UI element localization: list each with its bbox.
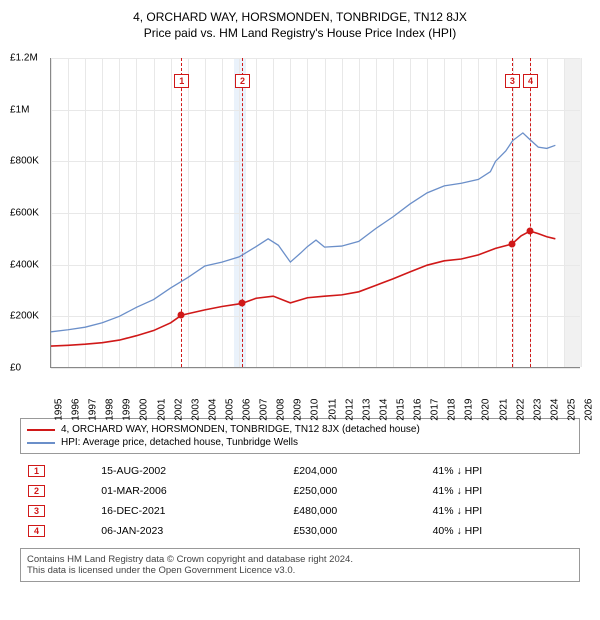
event-price: £204,000 bbox=[287, 462, 424, 480]
x-axis-label: 2020 bbox=[481, 399, 492, 421]
event-price: £480,000 bbox=[287, 502, 424, 520]
x-axis-label: 2012 bbox=[344, 399, 355, 421]
event-date: 16-DEC-2021 bbox=[95, 502, 285, 520]
x-axis-label: 1997 bbox=[88, 399, 99, 421]
y-axis-label: £600K bbox=[10, 208, 39, 219]
x-axis-label: 1996 bbox=[71, 399, 82, 421]
series-hpi bbox=[51, 133, 555, 332]
x-axis-label: 2013 bbox=[361, 399, 372, 421]
legend-label: 4, ORCHARD WAY, HORSMONDEN, TONBRIDGE, T… bbox=[61, 424, 420, 435]
events-table: 115-AUG-2002£204,00041% ↓ HPI201-MAR-200… bbox=[20, 460, 580, 542]
gridline-v bbox=[581, 58, 582, 367]
x-axis-label: 2000 bbox=[139, 399, 150, 421]
footer-line-1: Contains HM Land Registry data © Crown c… bbox=[27, 554, 573, 565]
event-date: 15-AUG-2002 bbox=[95, 462, 285, 480]
event-date: 01-MAR-2006 bbox=[95, 482, 285, 500]
x-axis-label: 2004 bbox=[207, 399, 218, 421]
x-axis-label: 2003 bbox=[190, 399, 201, 421]
y-axis-label: £400K bbox=[10, 259, 39, 270]
x-axis-label: 2022 bbox=[515, 399, 526, 421]
x-axis-label: 2007 bbox=[259, 399, 270, 421]
event-price: £250,000 bbox=[287, 482, 424, 500]
legend-swatch bbox=[27, 442, 55, 444]
footer-attribution: Contains HM Land Registry data © Crown c… bbox=[20, 548, 580, 582]
legend-swatch bbox=[27, 429, 55, 431]
event-delta: 41% ↓ HPI bbox=[427, 502, 578, 520]
x-axis-label: 2002 bbox=[173, 399, 184, 421]
event-price: £530,000 bbox=[287, 522, 424, 540]
y-axis-label: £0 bbox=[10, 363, 21, 374]
x-axis-label: 1999 bbox=[122, 399, 133, 421]
y-axis-label: £1.2M bbox=[10, 53, 38, 64]
x-axis-label: 2024 bbox=[549, 399, 560, 421]
legend-label: HPI: Average price, detached house, Tunb… bbox=[61, 437, 298, 448]
x-axis-label: 2025 bbox=[567, 399, 578, 421]
event-number-badge: 3 bbox=[28, 505, 45, 517]
x-axis-label: 2010 bbox=[310, 399, 321, 421]
x-axis-label: 2008 bbox=[276, 399, 287, 421]
series-lines bbox=[51, 58, 581, 368]
gridline-h bbox=[51, 368, 580, 369]
table-row: 1 15-AUG-2002£204,00041% ↓ HPI bbox=[22, 462, 578, 480]
y-axis-label: £200K bbox=[10, 311, 39, 322]
x-axis-label: 2006 bbox=[242, 399, 253, 421]
x-axis-label: 2011 bbox=[327, 399, 338, 421]
x-axis-label: 2014 bbox=[378, 399, 389, 421]
legend-box: 4, ORCHARD WAY, HORSMONDEN, TONBRIDGE, T… bbox=[20, 418, 580, 454]
table-row: 4 06-JAN-2023£530,00040% ↓ HPI bbox=[22, 522, 578, 540]
event-delta: 41% ↓ HPI bbox=[427, 462, 578, 480]
x-axis-label: 2023 bbox=[532, 399, 543, 421]
event-delta: 40% ↓ HPI bbox=[427, 522, 578, 540]
x-axis-label: 1995 bbox=[54, 399, 65, 421]
x-axis-label: 2015 bbox=[396, 399, 407, 421]
event-number-badge: 1 bbox=[28, 465, 45, 477]
event-date: 06-JAN-2023 bbox=[95, 522, 285, 540]
x-axis-label: 2026 bbox=[584, 399, 595, 421]
x-axis-label: 1998 bbox=[105, 399, 116, 421]
y-axis-label: £1M bbox=[10, 104, 29, 115]
x-axis-label: 2018 bbox=[447, 399, 458, 421]
chart-title: 4, ORCHARD WAY, HORSMONDEN, TONBRIDGE, T… bbox=[8, 10, 592, 24]
x-axis-label: 2005 bbox=[225, 399, 236, 421]
price-chart: 1234£0£200K£400K£600K£800K£1M£1.2M199519… bbox=[10, 48, 590, 408]
legend-item: HPI: Average price, detached house, Tunb… bbox=[27, 436, 573, 449]
event-number-badge: 4 bbox=[28, 525, 45, 537]
x-axis-label: 2016 bbox=[413, 399, 424, 421]
x-axis-label: 2021 bbox=[498, 399, 509, 421]
table-row: 2 01-MAR-2006£250,00041% ↓ HPI bbox=[22, 482, 578, 500]
footer-line-2: This data is licensed under the Open Gov… bbox=[27, 565, 573, 576]
legend-item: 4, ORCHARD WAY, HORSMONDEN, TONBRIDGE, T… bbox=[27, 423, 573, 436]
x-axis-label: 2019 bbox=[464, 399, 475, 421]
x-axis-label: 2017 bbox=[430, 399, 441, 421]
plot-area: 1234 bbox=[50, 58, 580, 368]
event-number-badge: 2 bbox=[28, 485, 45, 497]
chart-subtitle: Price paid vs. HM Land Registry's House … bbox=[8, 26, 592, 40]
table-row: 3 16-DEC-2021£480,00041% ↓ HPI bbox=[22, 502, 578, 520]
series-price_paid bbox=[51, 231, 555, 346]
y-axis-label: £800K bbox=[10, 156, 39, 167]
x-axis-label: 2009 bbox=[293, 399, 304, 421]
x-axis-label: 2001 bbox=[156, 399, 167, 421]
event-delta: 41% ↓ HPI bbox=[427, 482, 578, 500]
